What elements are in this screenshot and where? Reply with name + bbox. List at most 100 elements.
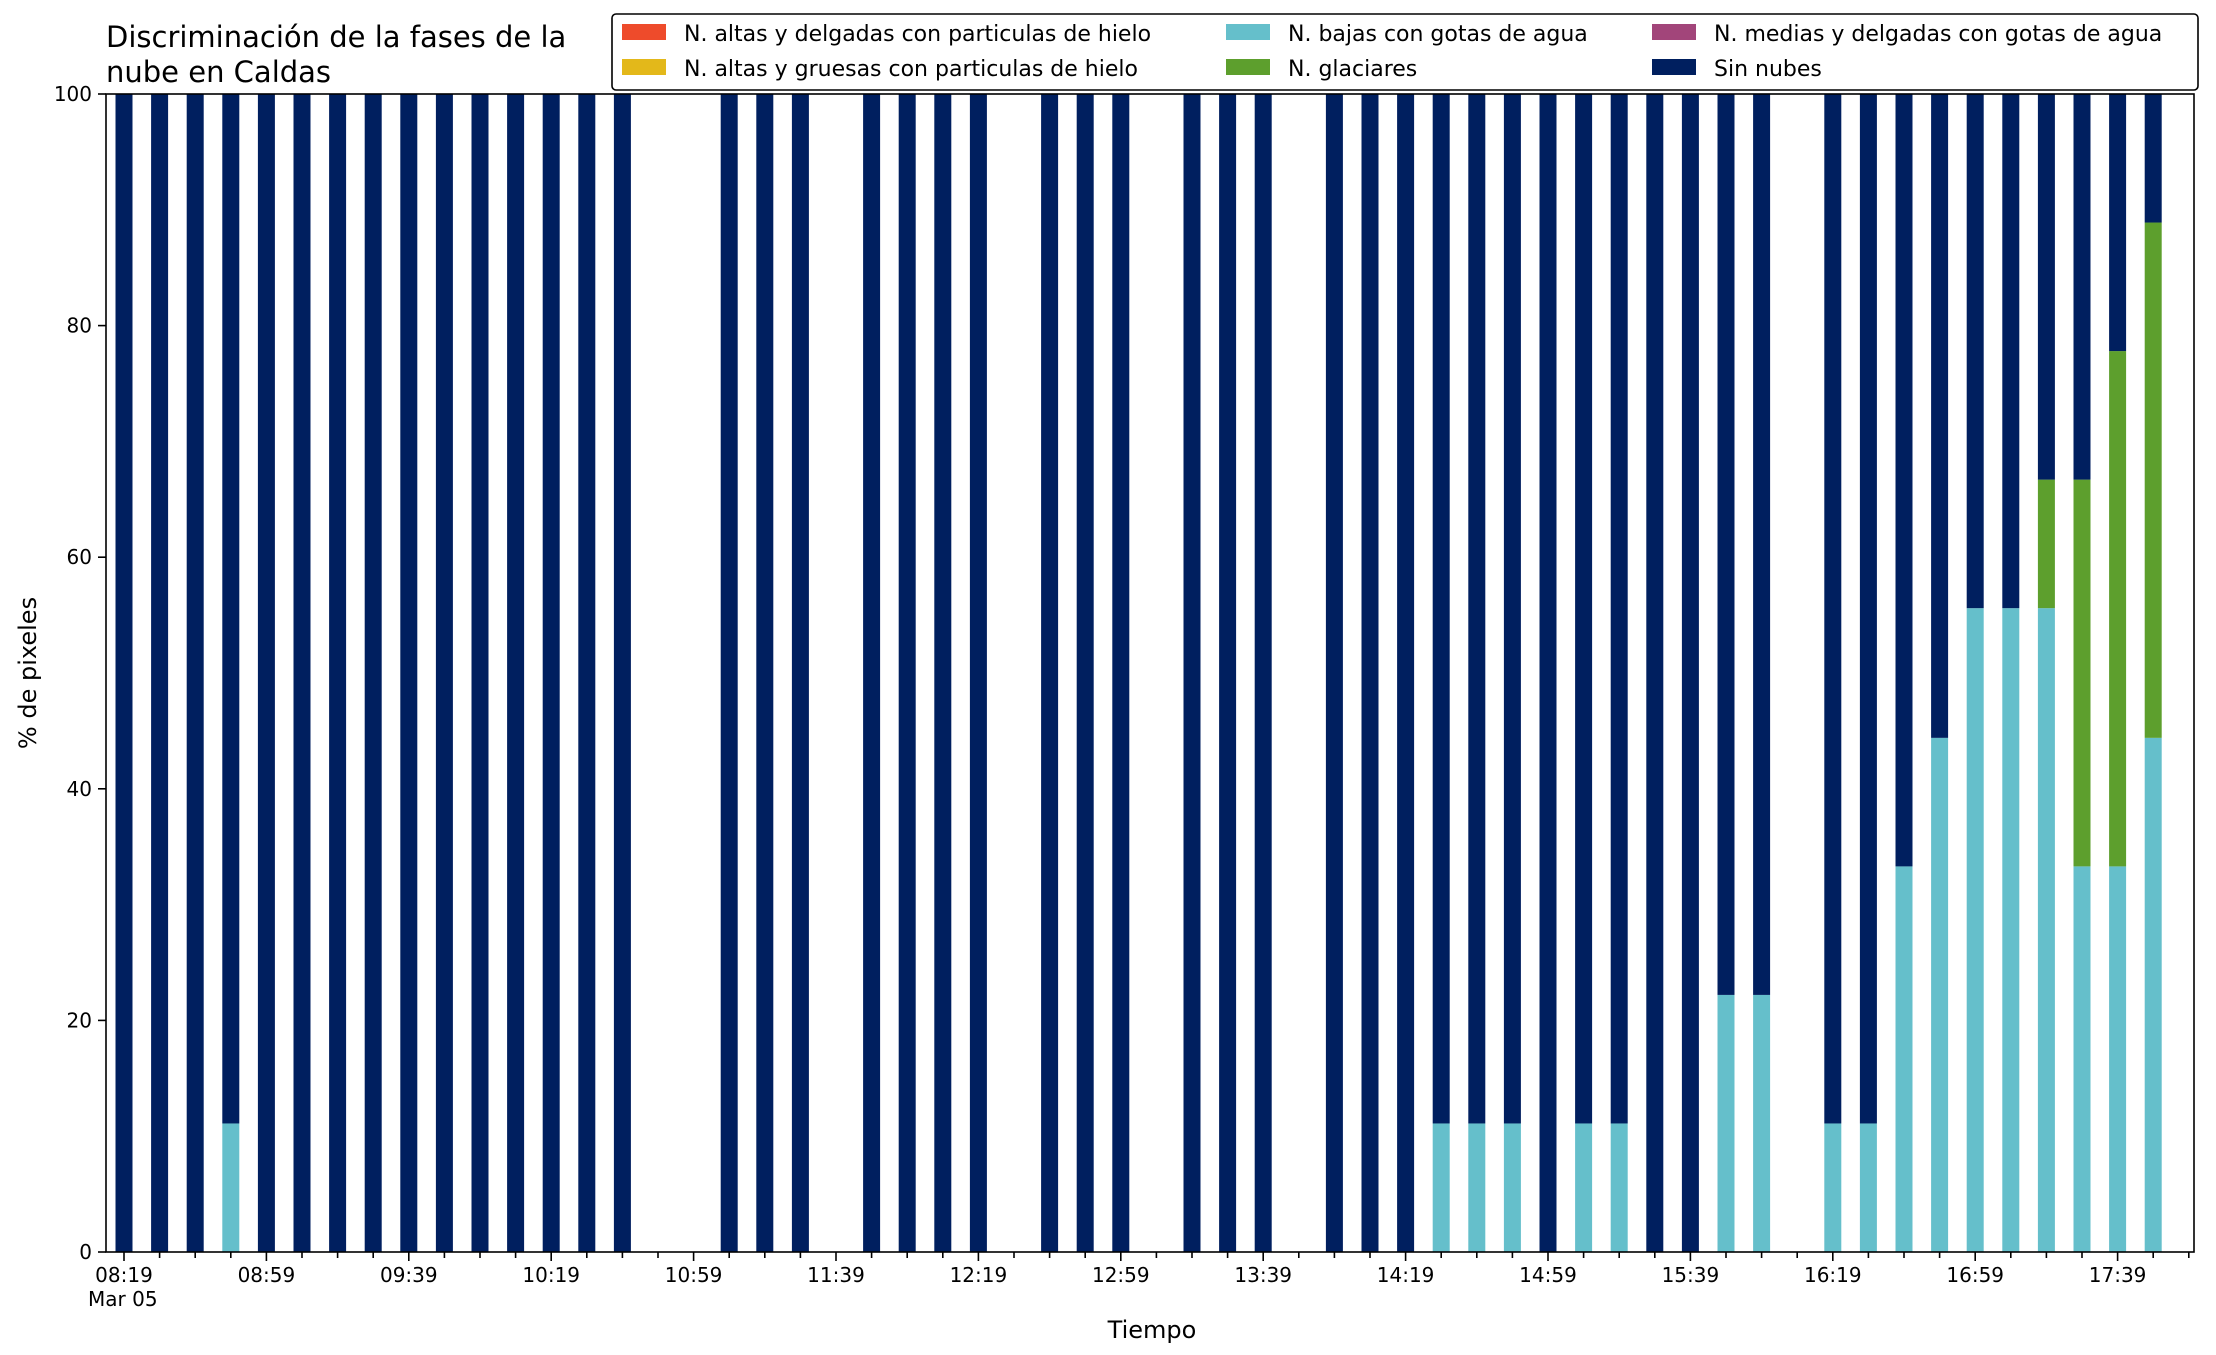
- bar-segment-52-s2: [1966, 608, 1984, 1252]
- legend-swatch-0: [622, 24, 666, 40]
- bar-segment-1-s5: [151, 94, 169, 1252]
- bar-segment-34-s5: [1325, 94, 1343, 1252]
- bar-segment-45-s5: [1717, 94, 1735, 995]
- bar-segment-37-s5: [1432, 94, 1450, 1124]
- bar-segment-50-s5: [1895, 94, 1913, 867]
- bar-segment-24-s5: [969, 94, 987, 1252]
- bar-segment-35-s5: [1361, 94, 1379, 1252]
- bar-segment-51-s5: [1931, 94, 1949, 738]
- bar-segment-51-s2: [1931, 737, 1949, 1252]
- x-tick-label-2: 09:39: [380, 1263, 438, 1287]
- bar-segment-42-s5: [1610, 94, 1628, 1124]
- bar-segment-36-s5: [1397, 94, 1415, 1252]
- legend-label-0: N. altas y delgadas con particulas de hi…: [684, 22, 1151, 47]
- x-tick-label-3: 10:19: [522, 1263, 580, 1287]
- bar-segment-49-s5: [1859, 94, 1877, 1124]
- bar-segment-39-s5: [1503, 94, 1521, 1124]
- x-date-label: Mar 05: [88, 1287, 158, 1311]
- bar-segment-21-s5: [863, 94, 881, 1252]
- bar-segment-53-s5: [2002, 94, 2020, 609]
- x-tick-label-0: 08:19: [95, 1263, 153, 1287]
- bar-segment-41-s2: [1575, 1123, 1593, 1252]
- bar-segment-48-s5: [1824, 94, 1842, 1124]
- bar-segment-4-s5: [257, 94, 275, 1252]
- bar-segment-46-s5: [1753, 94, 1771, 995]
- legend-label-3: N. glaciares: [1288, 57, 1417, 82]
- bar-segment-28-s5: [1112, 94, 1130, 1252]
- y-tick-label-1: 20: [67, 1008, 92, 1032]
- bar-segment-19-s5: [791, 94, 809, 1252]
- bar-segment-5-s5: [293, 94, 311, 1252]
- bar-segment-32-s5: [1254, 94, 1272, 1252]
- chart-title-line-1: Discriminación de la fases de la: [106, 20, 567, 54]
- bar-segment-14-s5: [613, 94, 631, 1252]
- bar-segment-43-s5: [1646, 94, 1664, 1252]
- bar-segment-39-s2: [1503, 1123, 1521, 1252]
- x-tick-label-8: 13:39: [1234, 1263, 1292, 1287]
- bar-segment-55-s3: [2073, 479, 2091, 867]
- legend-swatch-2: [1226, 24, 1270, 40]
- y-tick-label-5: 100: [54, 82, 92, 106]
- bar-segment-45-s2: [1717, 994, 1735, 1252]
- bar-segment-40-s5: [1539, 94, 1557, 1252]
- x-tick-label-6: 12:19: [950, 1263, 1008, 1287]
- bar-segment-3-s5: [222, 94, 240, 1124]
- bar-segment-9-s5: [435, 94, 453, 1252]
- bar-segment-7-s5: [364, 94, 382, 1252]
- bar-segment-38-s5: [1468, 94, 1486, 1124]
- legend-label-4: N. medias y delgadas con gotas de agua: [1714, 22, 2162, 47]
- x-axis: 08:19 08:59 09:39 10:19 10:59 11:39 12:19 12:59…: [88, 1252, 2190, 1311]
- x-tick-label-4: 10:59: [665, 1263, 723, 1287]
- chart-title-line-2: nube en Caldas: [106, 55, 332, 89]
- bar-segment-52-s5: [1966, 94, 1984, 609]
- bar-segment-38-s2: [1468, 1123, 1486, 1252]
- bar-segment-55-s2: [2073, 866, 2091, 1252]
- x-tick-label-10: 14:59: [1519, 1263, 1577, 1287]
- x-tick-label-12: 16:19: [1804, 1263, 1862, 1287]
- legend-swatch-1: [622, 59, 666, 75]
- bar-segment-37-s2: [1432, 1123, 1450, 1252]
- x-axis-label: Tiempo: [1107, 1316, 1197, 1344]
- bar-segment-0-s5: [115, 94, 133, 1252]
- bar-segment-13-s5: [578, 94, 596, 1252]
- bar-segment-10-s5: [471, 94, 489, 1252]
- x-tick-label-14: 17:39: [2089, 1263, 2147, 1287]
- bar-segment-18-s5: [756, 94, 774, 1252]
- y-tick-label-3: 60: [67, 545, 92, 569]
- legend-swatch-3: [1226, 59, 1270, 75]
- y-tick-label-2: 40: [67, 777, 92, 801]
- bar-segment-54-s5: [2037, 94, 2055, 480]
- bar-segment-57-s5: [2144, 94, 2162, 223]
- bar-segment-27-s5: [1076, 94, 1094, 1252]
- legend-box: [611, 13, 2199, 91]
- legend-label-2: N. bajas con gotas de agua: [1288, 22, 1588, 47]
- bar-segment-22-s5: [898, 94, 916, 1252]
- bar-segment-44-s5: [1681, 94, 1699, 1252]
- bar-segment-26-s5: [1041, 94, 1059, 1252]
- bar-segment-6-s5: [329, 94, 347, 1252]
- legend-label-5: Sin nubes: [1714, 57, 1822, 82]
- x-tick-label-1: 08:59: [238, 1263, 296, 1287]
- x-tick-label-5: 11:39: [807, 1263, 865, 1287]
- bar-segment-56-s2: [2109, 866, 2127, 1252]
- x-tick-label-13: 16:59: [1946, 1263, 2004, 1287]
- bar-segment-57-s2: [2144, 737, 2162, 1252]
- bar-segment-12-s5: [542, 94, 560, 1252]
- plot-frame: [105, 93, 2195, 1253]
- bar-segment-17-s5: [720, 94, 738, 1252]
- bar-segment-11-s5: [507, 94, 525, 1252]
- bar-segment-42-s2: [1610, 1123, 1628, 1252]
- bar-segment-50-s2: [1895, 866, 1913, 1252]
- x-tick-label-7: 12:59: [1092, 1263, 1150, 1287]
- bar-segment-3-s2: [222, 1123, 240, 1252]
- bar-segment-31-s5: [1219, 94, 1237, 1252]
- bar-segment-48-s2: [1824, 1123, 1842, 1252]
- legend: N. altas y delgadas con particulas de hi…: [611, 13, 2199, 91]
- legend-label-1: N. altas y gruesas con particulas de hie…: [684, 57, 1138, 82]
- bar-segment-30-s5: [1183, 94, 1201, 1252]
- bar-segment-55-s5: [2073, 94, 2091, 480]
- y-tick-label-4: 80: [67, 314, 92, 338]
- bar-segment-54-s3: [2037, 479, 2055, 609]
- y-tick-label-0: 0: [79, 1240, 92, 1264]
- x-tick-label-9: 14:19: [1377, 1263, 1435, 1287]
